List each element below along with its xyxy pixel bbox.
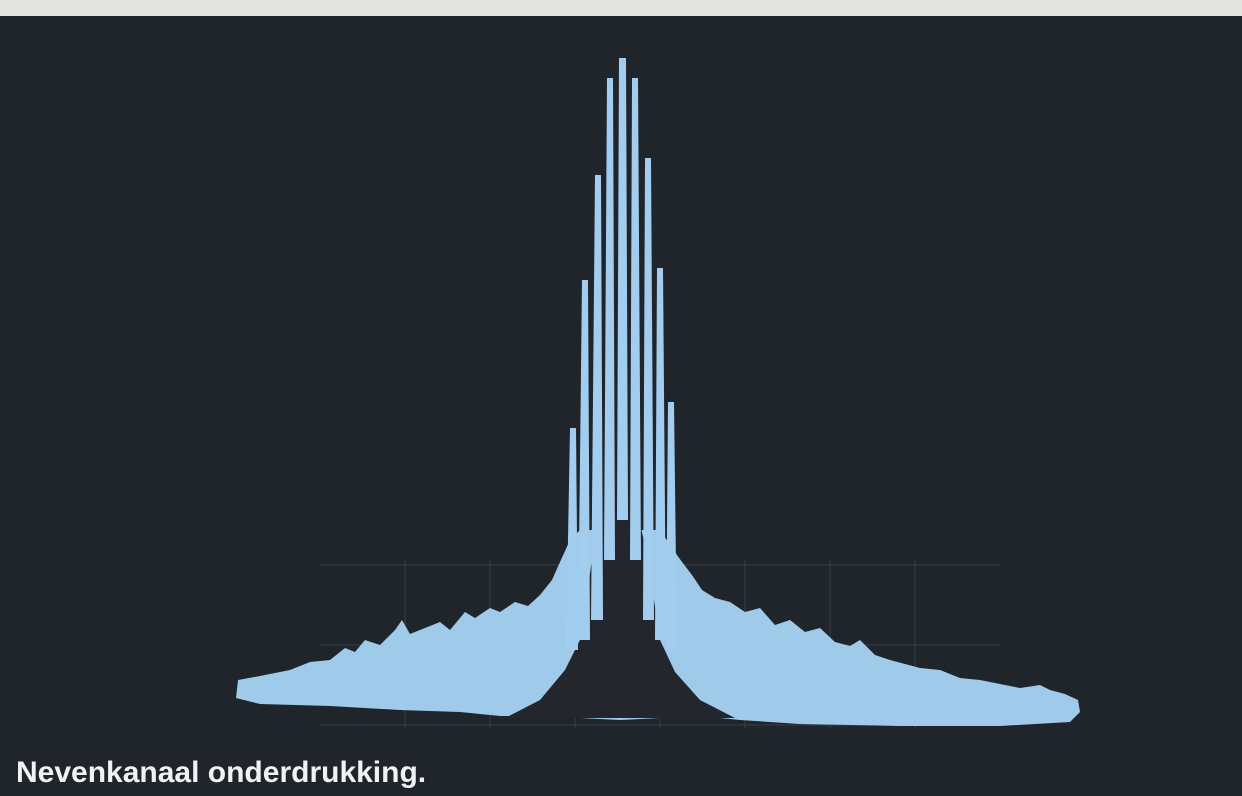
caption: Nevenkanaal onderdrukking.	[16, 756, 426, 789]
carrier-lines	[566, 58, 677, 650]
center-shadow	[505, 470, 735, 718]
top-margin	[0, 0, 1242, 16]
